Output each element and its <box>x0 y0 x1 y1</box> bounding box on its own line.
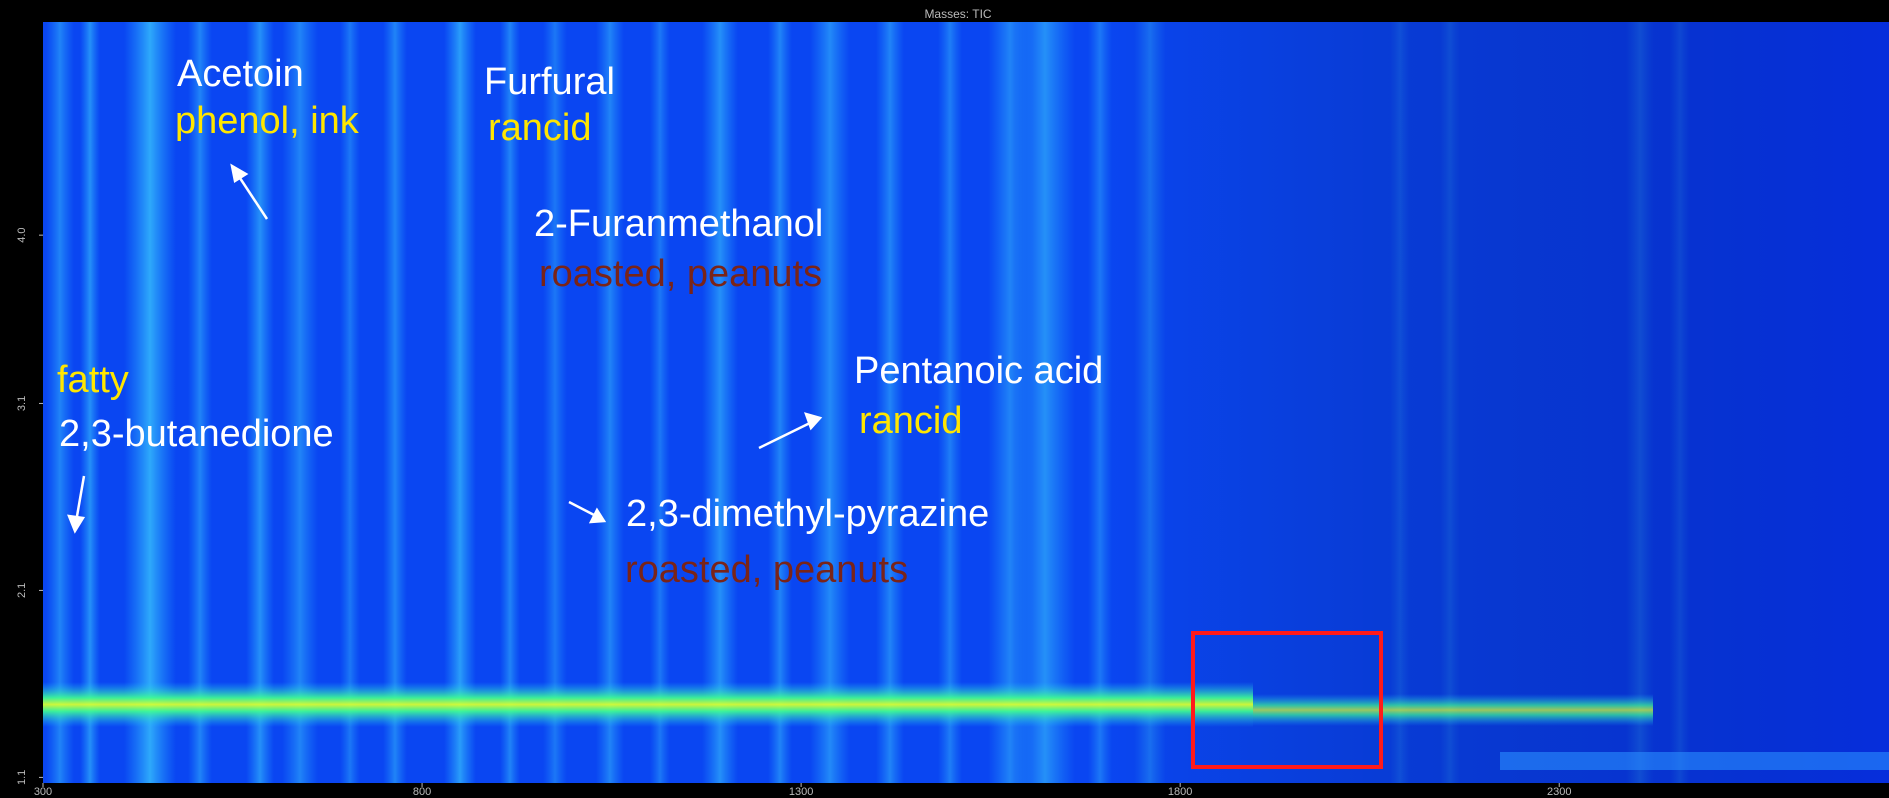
annotation: Furfural <box>484 61 615 103</box>
annotation: Acetoin <box>177 53 304 95</box>
contour-streak <box>444 22 476 783</box>
arrow-head <box>67 514 86 534</box>
annotation: Pentanoic acid <box>854 350 1103 392</box>
annotation: 2-Furanmethanol <box>534 203 823 245</box>
contour-streak <box>282 22 318 783</box>
contour-streak <box>938 22 962 783</box>
baseline-band <box>1500 752 1889 770</box>
contour-streak <box>596 22 624 783</box>
contour-streak <box>340 22 360 783</box>
contour-streak <box>768 22 792 783</box>
x-tick-label: 800 <box>413 786 431 798</box>
contour-streak <box>1015 22 1075 783</box>
arrow-head <box>588 507 607 524</box>
x-tick-label: 300 <box>34 786 52 798</box>
contour-streak <box>500 22 520 783</box>
baseline-band <box>43 682 1253 727</box>
arrow-head <box>804 412 823 431</box>
contour-streak <box>702 22 738 783</box>
annotation: fatty <box>57 359 129 401</box>
x-tick-label: 1800 <box>1168 786 1192 798</box>
arrow <box>568 500 597 518</box>
highlight-box <box>1191 631 1383 769</box>
annotation: 2,3-butanedione <box>59 413 334 455</box>
arrow <box>74 475 86 523</box>
contour-streak <box>383 22 407 783</box>
contour-streak <box>543 22 567 783</box>
chart-title: Masses: TIC <box>924 7 991 21</box>
y-tick-label: 3.1 <box>16 396 28 411</box>
x-tick-label: 1300 <box>789 786 813 798</box>
arrow-head <box>230 163 249 184</box>
contour-streak <box>188 22 212 783</box>
shade <box>1100 22 1889 783</box>
plot-area <box>43 22 1889 783</box>
arrows <box>67 163 823 534</box>
contour-streak <box>876 22 904 783</box>
annotation: roasted, peanuts <box>539 253 822 295</box>
arrow <box>234 171 269 220</box>
contour-streak <box>650 22 670 783</box>
contour-streak <box>46 22 74 783</box>
contour-streak <box>246 22 274 783</box>
contour-streak <box>124 22 176 783</box>
annotation: rancid <box>488 107 592 149</box>
contour-streak <box>80 22 100 783</box>
annotation: roasted, peanuts <box>625 549 908 591</box>
y-tick-label: 1.1 <box>16 770 28 785</box>
annotation: phenol, ink <box>175 100 360 142</box>
contour-streak <box>810 22 850 783</box>
annotation: 2,3-dimethyl-pyrazine <box>626 493 989 535</box>
y-tick-label: 2.1 <box>16 583 28 598</box>
arrow <box>758 420 813 450</box>
y-tick-label: 4.0 <box>16 228 28 243</box>
x-tick-label: 2300 <box>1547 786 1571 798</box>
baseline-band <box>1253 694 1653 726</box>
annotation: rancid <box>859 400 963 442</box>
